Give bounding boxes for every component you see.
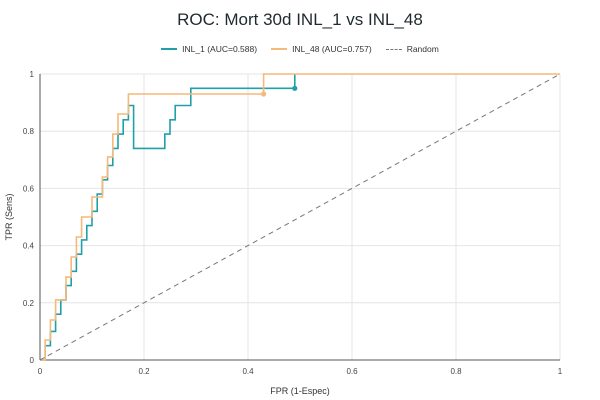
x-tick-label: 0.8 [450,367,462,376]
series-endpoint-0 [292,85,298,91]
chart-title: ROC: Mort 30d INL_1 vs INL_48 [177,10,423,29]
series-line-1 [40,73,560,361]
y-tick-label: 0.2 [23,299,35,308]
y-tick-label: 0.6 [23,184,35,193]
legend-item-inl1: INL_1 (AUC=0.588) [161,44,257,54]
y-tick-label: 0.8 [23,127,35,136]
legend-swatch-inl48 [271,48,288,50]
legend-item-random: Random [385,44,439,54]
y-axis-label: TPR (Sens) [4,193,14,240]
legend-item-inl48: INL_48 (AUC=0.757) [271,44,372,54]
legend-swatch-random [385,48,402,50]
series-endpoint-1 [261,91,267,97]
chart-legend: INL_1 (AUC=0.588) INL_48 (AUC=0.757) Ran… [0,44,600,54]
x-axis-label: FPR (1-Espec) [270,386,330,396]
x-tick-label: 0.6 [346,367,358,376]
y-tick-label: 1 [30,70,35,79]
legend-label-inl1: INL_1 (AUC=0.588) [182,44,258,54]
legend-label-inl48: INL_48 (AUC=0.757) [292,44,372,54]
y-tick-label: 0 [30,356,35,365]
series-line-0 [40,74,296,361]
x-tick-label: 0.2 [138,367,150,376]
legend-swatch-inl1 [161,48,178,50]
x-tick-label: 0.4 [242,367,254,376]
x-tick-label: 0 [38,367,43,376]
x-tick-label: 1 [558,367,563,376]
legend-label-random: Random [406,44,439,54]
y-tick-label: 0.4 [23,242,35,251]
